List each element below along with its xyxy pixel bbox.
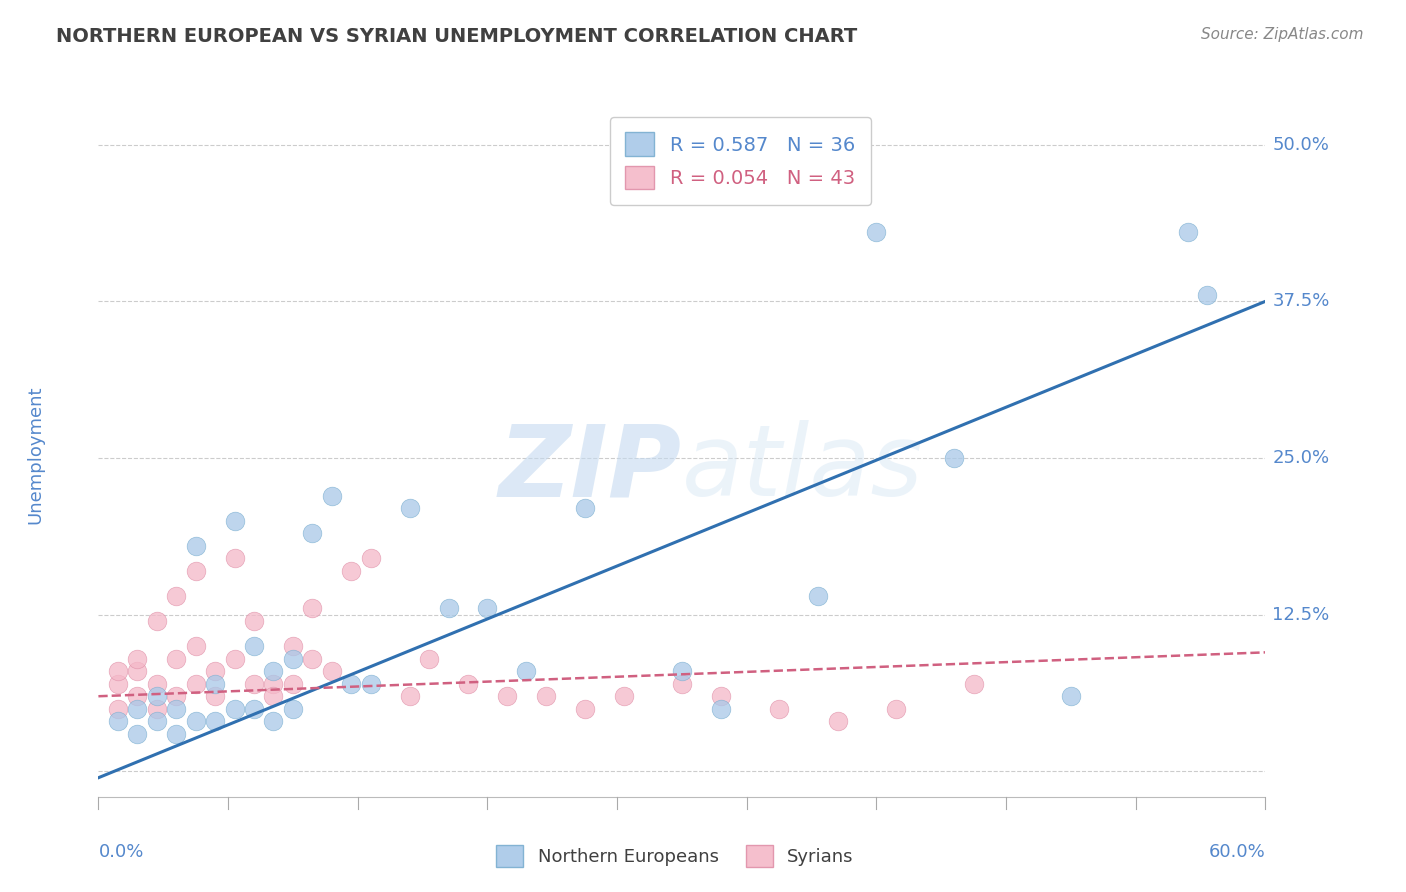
Point bbox=[360, 676, 382, 690]
Legend: Northern Europeans, Syrians: Northern Europeans, Syrians bbox=[489, 838, 860, 874]
Point bbox=[165, 651, 187, 665]
Text: 0.0%: 0.0% bbox=[98, 843, 143, 861]
Point bbox=[262, 676, 284, 690]
Point bbox=[457, 676, 479, 690]
Point bbox=[262, 690, 284, 704]
Text: atlas: atlas bbox=[682, 420, 924, 517]
Point bbox=[398, 690, 420, 704]
Point bbox=[127, 702, 149, 716]
Point bbox=[127, 690, 149, 704]
Point bbox=[1177, 226, 1199, 240]
Point bbox=[340, 676, 363, 690]
Point bbox=[671, 664, 693, 678]
Point bbox=[165, 727, 187, 741]
Point bbox=[224, 702, 246, 716]
Point bbox=[146, 702, 169, 716]
Point bbox=[204, 714, 226, 729]
Point bbox=[224, 651, 246, 665]
Text: Unemployment: Unemployment bbox=[27, 385, 44, 524]
Text: 50.0%: 50.0% bbox=[1272, 136, 1329, 153]
Text: 12.5%: 12.5% bbox=[1272, 606, 1330, 624]
Point bbox=[107, 676, 129, 690]
Point bbox=[243, 676, 266, 690]
Point bbox=[710, 702, 733, 716]
Point bbox=[107, 702, 129, 716]
Text: 25.0%: 25.0% bbox=[1272, 449, 1330, 467]
Point bbox=[281, 639, 304, 653]
Point bbox=[184, 539, 207, 553]
Text: 60.0%: 60.0% bbox=[1209, 843, 1265, 861]
Point bbox=[184, 676, 207, 690]
Point bbox=[827, 714, 849, 729]
Point bbox=[204, 676, 226, 690]
Point bbox=[534, 690, 557, 704]
Point bbox=[418, 651, 440, 665]
Point bbox=[281, 651, 304, 665]
Point bbox=[243, 614, 266, 628]
Point bbox=[884, 702, 907, 716]
Point bbox=[127, 727, 149, 741]
Point bbox=[398, 501, 420, 516]
Point bbox=[262, 714, 284, 729]
Point bbox=[768, 702, 790, 716]
Point bbox=[574, 702, 596, 716]
Point bbox=[301, 526, 323, 541]
Point bbox=[943, 451, 966, 466]
Point bbox=[204, 690, 226, 704]
Point bbox=[146, 614, 169, 628]
Point bbox=[671, 676, 693, 690]
Point bbox=[865, 226, 887, 240]
Text: 37.5%: 37.5% bbox=[1272, 293, 1330, 310]
Text: ZIP: ZIP bbox=[499, 420, 682, 517]
Point bbox=[165, 702, 187, 716]
Point bbox=[281, 702, 304, 716]
Point bbox=[127, 651, 149, 665]
Point bbox=[807, 589, 830, 603]
Point bbox=[321, 664, 343, 678]
Point bbox=[146, 676, 169, 690]
Point bbox=[574, 501, 596, 516]
Point bbox=[146, 714, 169, 729]
Point bbox=[1060, 690, 1083, 704]
Point bbox=[262, 664, 284, 678]
Point bbox=[710, 690, 733, 704]
Point bbox=[165, 589, 187, 603]
Point bbox=[612, 690, 634, 704]
Point bbox=[281, 676, 304, 690]
Point bbox=[515, 664, 537, 678]
Point bbox=[340, 564, 363, 578]
Point bbox=[321, 489, 343, 503]
Point bbox=[165, 690, 187, 704]
Point bbox=[107, 664, 129, 678]
Point bbox=[495, 690, 517, 704]
Point bbox=[962, 676, 984, 690]
Point bbox=[107, 714, 129, 729]
Point bbox=[224, 551, 246, 566]
Point bbox=[204, 664, 226, 678]
Point bbox=[1195, 288, 1218, 302]
Point bbox=[184, 714, 207, 729]
Point bbox=[243, 702, 266, 716]
Point bbox=[224, 514, 246, 528]
Point bbox=[360, 551, 382, 566]
Point bbox=[146, 690, 169, 704]
Text: Source: ZipAtlas.com: Source: ZipAtlas.com bbox=[1201, 27, 1364, 42]
Point bbox=[477, 601, 499, 615]
Point bbox=[301, 651, 323, 665]
Point bbox=[243, 639, 266, 653]
Point bbox=[437, 601, 460, 615]
Text: NORTHERN EUROPEAN VS SYRIAN UNEMPLOYMENT CORRELATION CHART: NORTHERN EUROPEAN VS SYRIAN UNEMPLOYMENT… bbox=[56, 27, 858, 45]
Point bbox=[184, 639, 207, 653]
Legend: R = 0.587   N = 36, R = 0.054   N = 43: R = 0.587 N = 36, R = 0.054 N = 43 bbox=[610, 117, 870, 205]
Point bbox=[127, 664, 149, 678]
Point bbox=[184, 564, 207, 578]
Point bbox=[301, 601, 323, 615]
